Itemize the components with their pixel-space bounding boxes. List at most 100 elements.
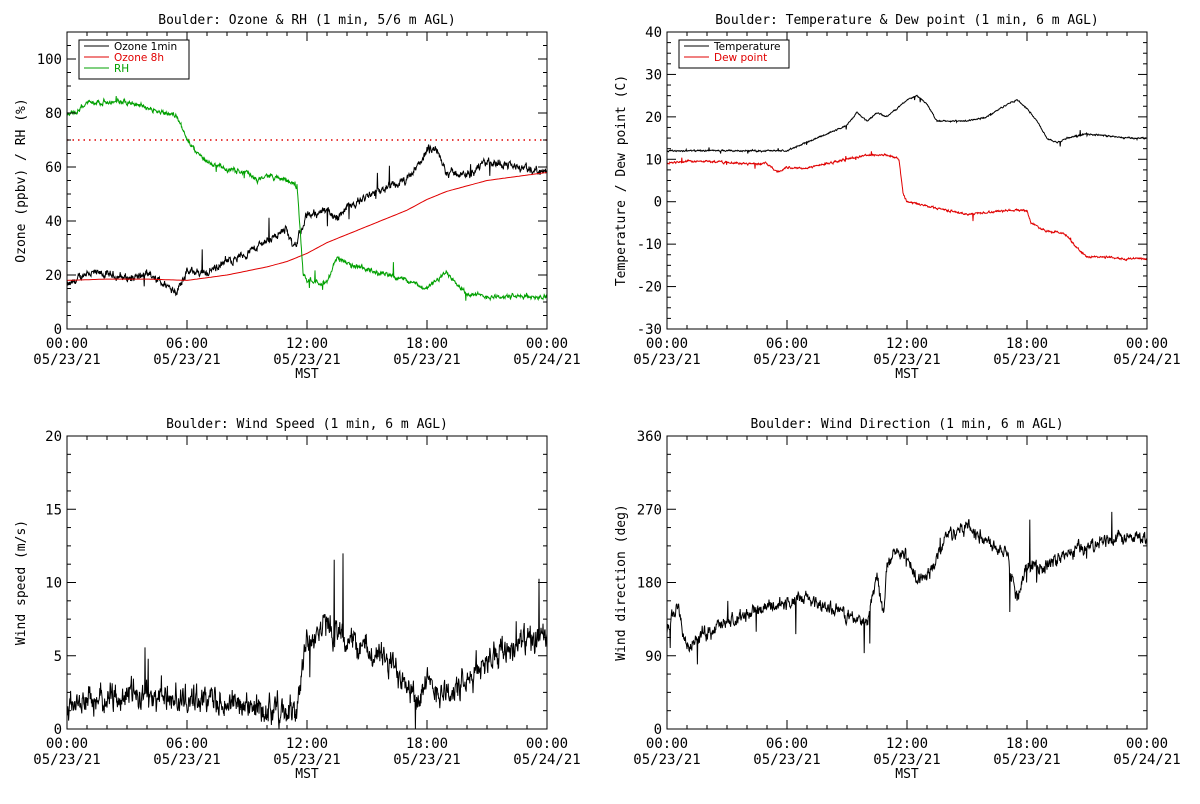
x-tick-label-time: 00:00 — [526, 336, 568, 352]
x-tick-label-time: 18:00 — [1006, 336, 1048, 352]
x-axis-label: MST — [295, 367, 319, 382]
series-line-1 — [667, 94, 1147, 154]
x-tick-label-date: 05/24/21 — [513, 352, 580, 368]
series-line-3 — [67, 95, 547, 302]
series-line-2 — [667, 151, 1147, 262]
x-axis-label: MST — [895, 367, 919, 382]
x-tick-label-date: 05/24/21 — [513, 752, 580, 768]
x-tick-label-time: 12:00 — [286, 336, 328, 352]
y-axis-label: Wind direction (deg) — [614, 504, 629, 661]
y-tick-label: 10 — [45, 576, 62, 592]
y-tick-label: -10 — [637, 237, 662, 253]
y-tick-label: 40 — [45, 214, 62, 230]
x-tick-label-date: 05/23/21 — [873, 352, 940, 368]
legend-entry: Temperature — [713, 41, 781, 53]
x-tick-label-date: 05/23/21 — [393, 352, 460, 368]
x-tick-label-time: 00:00 — [1126, 736, 1168, 752]
legend-entry: Dew point — [714, 52, 767, 64]
y-tick-label: 60 — [45, 160, 62, 176]
x-tick-label-date: 05/24/21 — [1113, 752, 1180, 768]
x-tick-label-date: 05/23/21 — [273, 352, 340, 368]
x-tick-label-date: 05/23/21 — [633, 752, 700, 768]
y-tick-label: -20 — [637, 280, 662, 296]
x-tick-label-time: 18:00 — [406, 336, 448, 352]
y-tick-label: 100 — [37, 52, 62, 68]
x-tick-label-time: 06:00 — [766, 336, 808, 352]
y-tick-label: 5 — [54, 649, 62, 665]
x-tick-label-date: 05/23/21 — [873, 752, 940, 768]
x-tick-label-date: 05/23/21 — [153, 752, 220, 768]
x-tick-label-date: 05/23/21 — [993, 752, 1060, 768]
y-tick-label: 40 — [645, 25, 662, 41]
x-tick-label-date: 05/23/21 — [153, 352, 220, 368]
axes-frame — [666, 435, 1148, 730]
x-tick-label-time: 12:00 — [286, 736, 328, 752]
chart-title: Boulder: Temperature & Dew point (1 min,… — [715, 13, 1099, 28]
y-tick-label: 0 — [54, 722, 62, 738]
y-tick-label: 90 — [645, 649, 662, 665]
chart-panel-3: Boulder: Wind Speed (1 min, 6 m AGL) 00:0… — [14, 417, 581, 782]
y-tick-label: 180 — [637, 576, 662, 592]
plot-area — [667, 94, 1147, 262]
x-tick-label-date: 05/24/21 — [1113, 352, 1180, 368]
x-tick-label-date: 05/23/21 — [993, 352, 1060, 368]
x-axis-label: MST — [895, 767, 919, 782]
y-tick-label: 15 — [45, 502, 62, 518]
x-tick-label-date: 05/23/21 — [393, 752, 460, 768]
chart-panel-4: Boulder: Wind Direction (1 min, 6 m AGL)… — [614, 417, 1181, 782]
y-axis-label: Wind speed (m/s) — [14, 520, 29, 645]
x-tick-label-time: 18:00 — [406, 736, 448, 752]
x-tick-label-time: 00:00 — [526, 736, 568, 752]
x-tick-label-date: 05/23/21 — [753, 352, 820, 368]
chart-panel-2: Boulder: Temperature & Dew point (1 min,… — [614, 13, 1181, 382]
chart-panel-1: Boulder: Ozone & RH (1 min, 5/6 m AGL)00… — [14, 13, 581, 382]
x-tick-label-date: 05/23/21 — [753, 752, 820, 768]
x-tick-label-time: 00:00 — [646, 736, 688, 752]
legend-entry: RH — [114, 63, 129, 75]
series-line-1 — [667, 511, 1147, 665]
x-tick-label-time: 00:00 — [646, 336, 688, 352]
y-tick-label: 10 — [645, 152, 662, 168]
y-tick-label: 0 — [654, 722, 662, 738]
x-tick-label-time: 06:00 — [166, 736, 208, 752]
chart-title: Boulder: Wind Speed (1 min, 6 m AGL) — [166, 417, 448, 432]
plot-area — [667, 511, 1147, 665]
x-tick-label-time: 18:00 — [1006, 736, 1048, 752]
y-tick-label: 20 — [645, 110, 662, 126]
plot-area — [67, 95, 547, 302]
y-axis-label: Ozone (ppbv) / RH (%) — [14, 98, 29, 262]
chart-title: Boulder: Ozone & RH (1 min, 5/6 m AGL) — [158, 13, 455, 28]
x-tick-label-time: 06:00 — [166, 336, 208, 352]
x-tick-label-date: 05/23/21 — [33, 352, 100, 368]
x-tick-label-date: 05/23/21 — [33, 752, 100, 768]
y-tick-label: 270 — [637, 502, 662, 518]
x-tick-label-time: 12:00 — [886, 736, 928, 752]
y-tick-label: 360 — [637, 429, 662, 445]
x-tick-label-date: 05/23/21 — [633, 352, 700, 368]
series-line-1 — [67, 144, 547, 297]
plot-area — [67, 553, 547, 729]
y-tick-label: 20 — [45, 268, 62, 284]
x-tick-label-date: 05/23/21 — [273, 752, 340, 768]
y-tick-label: -30 — [637, 322, 662, 338]
x-tick-label-time: 12:00 — [886, 336, 928, 352]
legend-entry: Ozone 8h — [114, 52, 164, 64]
axes-frame — [666, 31, 1148, 330]
y-tick-label: 0 — [54, 322, 62, 338]
axes-frame — [66, 435, 548, 730]
y-tick-label: 80 — [45, 106, 62, 122]
x-tick-label-time: 06:00 — [766, 736, 808, 752]
x-axis-label: MST — [295, 767, 319, 782]
series-line-2 — [67, 171, 547, 281]
x-tick-label-time: 00:00 — [46, 736, 88, 752]
series-line-1 — [67, 553, 547, 729]
x-tick-label-time: 00:00 — [1126, 336, 1168, 352]
y-tick-label: 30 — [645, 67, 662, 83]
x-tick-label-time: 00:00 — [46, 336, 88, 352]
y-tick-label: 20 — [45, 429, 62, 445]
chart-title: Boulder: Wind Direction (1 min, 6 m AGL) — [750, 417, 1063, 432]
y-tick-label: 0 — [654, 195, 662, 211]
